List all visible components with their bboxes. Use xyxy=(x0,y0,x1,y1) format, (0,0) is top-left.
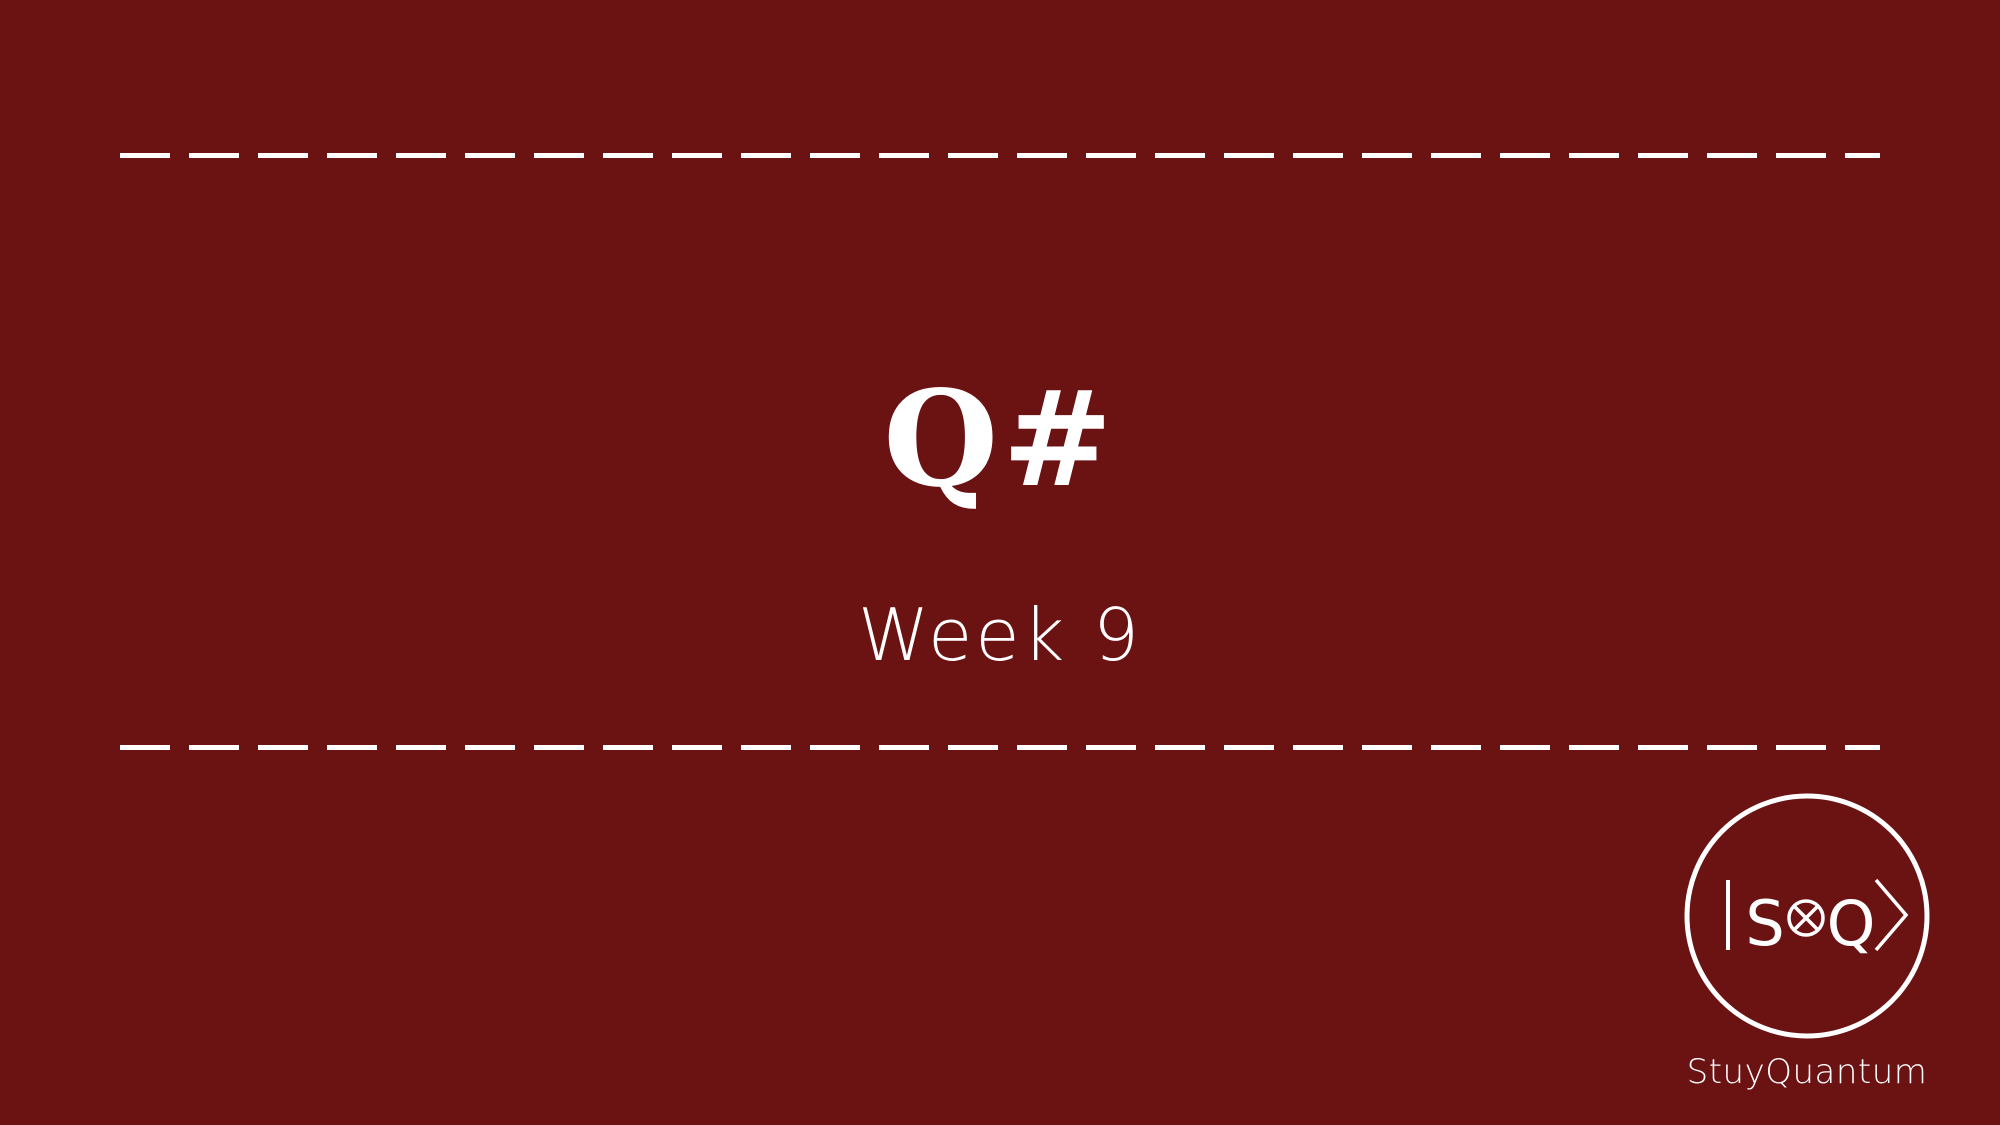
logo-circle xyxy=(1684,793,1930,1039)
logo-caption: StuyQuantum xyxy=(1686,1052,1928,1092)
logo-svg: S Q xyxy=(1684,793,1930,1039)
logo-letter-s: S xyxy=(1745,887,1784,960)
tensor-product-icon xyxy=(1787,899,1825,937)
slide-subtitle: Week 9 xyxy=(858,593,1142,677)
ket-angle-icon xyxy=(1874,878,1909,952)
top-dashed-divider xyxy=(120,153,1880,158)
logo-letter-q: Q xyxy=(1827,887,1876,960)
slide-title: Q# xyxy=(883,362,1117,517)
stuyquantum-logo-icon: S Q xyxy=(1683,792,1931,1040)
bottom-dashed-divider xyxy=(120,745,1880,750)
